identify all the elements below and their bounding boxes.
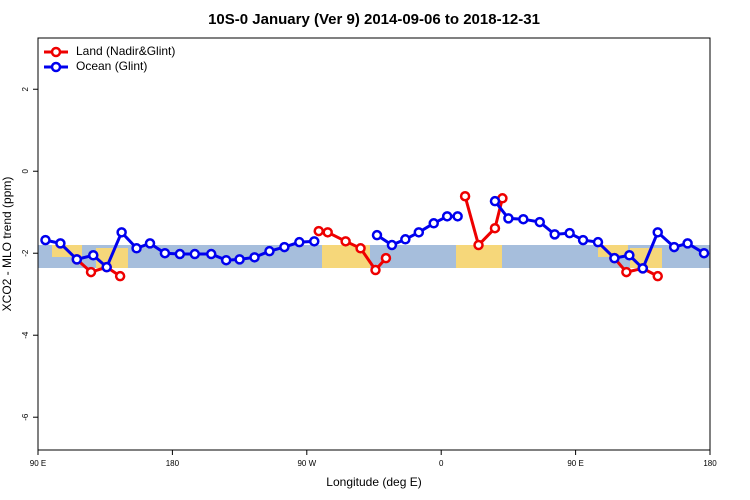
data-point xyxy=(682,238,693,249)
data-point xyxy=(592,236,604,248)
data-point xyxy=(88,250,99,261)
data-point xyxy=(518,213,529,225)
data-point xyxy=(55,238,66,249)
data-point xyxy=(322,227,333,238)
data-point xyxy=(159,247,171,259)
x-tick-label: 180 xyxy=(166,459,180,468)
data-point xyxy=(40,234,51,246)
data-point xyxy=(400,234,411,245)
data-point xyxy=(698,247,710,259)
data-point xyxy=(370,264,381,276)
data-point xyxy=(428,218,439,229)
series-line xyxy=(463,195,504,248)
data-point xyxy=(340,236,351,247)
data-point xyxy=(624,250,635,261)
series-line xyxy=(75,258,121,278)
legend-label: Ocean (Glint) xyxy=(76,59,147,73)
x-tick-label: 90 W xyxy=(297,459,316,468)
data-point xyxy=(577,234,589,246)
data-point xyxy=(309,236,320,247)
x-tick-label: 90 E xyxy=(30,459,46,468)
data-point xyxy=(637,263,649,274)
data-point xyxy=(609,252,620,264)
legend-label: Land (Nadir&Glint) xyxy=(76,44,175,58)
y-tick-label: -4 xyxy=(21,331,30,339)
data-point xyxy=(144,238,156,249)
data-point xyxy=(549,229,560,240)
data-point xyxy=(355,243,366,254)
data-point xyxy=(249,252,260,263)
data-point xyxy=(652,270,663,282)
data-point xyxy=(386,239,398,251)
data-point xyxy=(205,248,217,260)
data-point xyxy=(621,266,632,278)
data-point xyxy=(220,254,232,266)
data-point xyxy=(459,190,471,202)
data-point xyxy=(668,241,680,253)
legend-marker xyxy=(50,61,62,73)
y-tick-label: -6 xyxy=(21,413,30,421)
data-point xyxy=(264,245,275,257)
data-point xyxy=(441,211,453,222)
series-line xyxy=(613,257,659,278)
data-point xyxy=(413,227,425,238)
chart-title: 10S-0 January (Ver 9) 2014-09-06 to 2018… xyxy=(208,11,540,28)
data-point xyxy=(534,216,546,228)
ocean-band xyxy=(38,245,710,268)
data-point xyxy=(189,248,201,260)
data-point xyxy=(564,227,575,239)
data-point xyxy=(234,254,245,265)
data-point xyxy=(489,195,501,207)
data-point xyxy=(473,239,484,251)
data-point xyxy=(279,241,290,253)
x-tick-label: 0 xyxy=(439,459,444,468)
data-point xyxy=(116,227,127,238)
data-point xyxy=(380,252,392,264)
y-axis-label: XCO2 - MLO trend (ppm) xyxy=(0,177,14,312)
data-point xyxy=(652,227,663,238)
x-axis-label: Longitude (deg E) xyxy=(326,475,421,489)
data-point xyxy=(71,254,83,265)
data-point xyxy=(313,225,324,237)
data-point xyxy=(174,248,186,260)
y-tick-label: -2 xyxy=(21,249,30,257)
data-point xyxy=(101,261,112,273)
legend-marker xyxy=(50,46,62,58)
data-point xyxy=(114,270,126,282)
x-tick-label: 180 xyxy=(703,459,717,468)
plot-frame xyxy=(37,37,711,451)
data-point xyxy=(294,236,305,248)
data-point xyxy=(452,211,463,222)
data-point xyxy=(503,213,514,224)
data-point xyxy=(131,243,142,254)
y-tick-label: 2 xyxy=(21,86,30,91)
data-point xyxy=(371,229,383,241)
data-point xyxy=(489,222,501,234)
land-patch xyxy=(456,245,502,268)
data-point xyxy=(85,266,97,278)
y-tick-label: 0 xyxy=(21,168,30,173)
x-tick-label: 90 E xyxy=(567,459,583,468)
